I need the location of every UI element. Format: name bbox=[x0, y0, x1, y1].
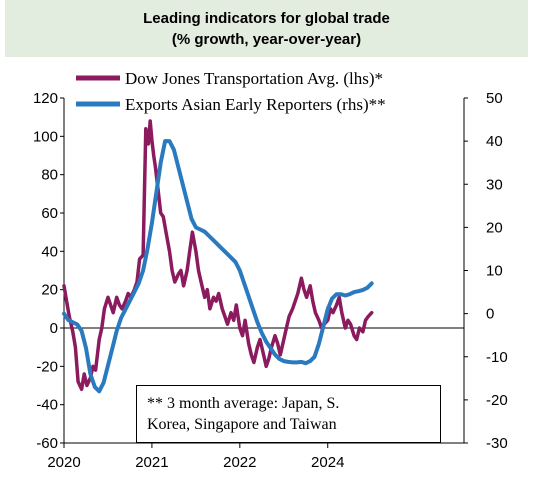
right-tick-label: 20 bbox=[486, 219, 503, 236]
left-tick-label: -20 bbox=[36, 358, 58, 375]
left-tick-label: 40 bbox=[41, 243, 58, 260]
x-tick-label: 2021 bbox=[135, 454, 168, 471]
left-tick-label: -60 bbox=[36, 435, 58, 452]
footnote-line-1: ** 3 month average: Japan, S. bbox=[147, 395, 340, 412]
legend-label-dow: Dow Jones Transportation Avg. (lhs)* bbox=[125, 69, 383, 88]
right-tick-label: 40 bbox=[486, 133, 503, 150]
left-tick-label: 80 bbox=[41, 167, 58, 184]
left-tick-label: -40 bbox=[36, 397, 58, 414]
footnote-line-2: Korea, Singapore and Taiwan bbox=[147, 416, 337, 433]
series-line-dow bbox=[62, 119, 374, 392]
right-tick-label: 30 bbox=[486, 176, 503, 193]
right-tick-label: -10 bbox=[486, 349, 508, 366]
left-tick-label: 20 bbox=[41, 282, 58, 299]
left-tick-label: 100 bbox=[33, 128, 58, 145]
chart-subtitle: (% growth, year-over-year) bbox=[171, 31, 362, 48]
chart-title-box: Leading indicators for global trade (% g… bbox=[5, 0, 528, 57]
legend-label-exports: Exports Asian Early Reporters (rhs)** bbox=[125, 95, 386, 114]
left-tick-label: 0 bbox=[50, 320, 58, 337]
x-tick-label: 2024 bbox=[311, 454, 344, 471]
chart-legend: Dow Jones Transportation Avg. (lhs)* Exp… bbox=[76, 69, 386, 114]
x-tick-label: 2022 bbox=[223, 454, 256, 471]
series-line-exports bbox=[62, 139, 374, 394]
chart-series bbox=[62, 119, 374, 394]
x-tick-label: 2020 bbox=[47, 454, 80, 471]
right-tick-label: 10 bbox=[486, 263, 503, 280]
right-tick-label: 0 bbox=[486, 306, 494, 323]
left-tick-label: 120 bbox=[33, 90, 58, 107]
chart-axes: 120100806040200-20-40-6050403020100-10-2… bbox=[33, 90, 508, 471]
footnote-box: ** 3 month average: Japan, S. Korea, Sin… bbox=[136, 385, 441, 443]
right-tick-label: 50 bbox=[486, 90, 503, 107]
left-tick-label: 60 bbox=[41, 205, 58, 222]
right-tick-label: -30 bbox=[486, 435, 508, 452]
right-tick-label: -20 bbox=[486, 392, 508, 409]
chart-title: Leading indicators for global trade bbox=[143, 10, 390, 27]
